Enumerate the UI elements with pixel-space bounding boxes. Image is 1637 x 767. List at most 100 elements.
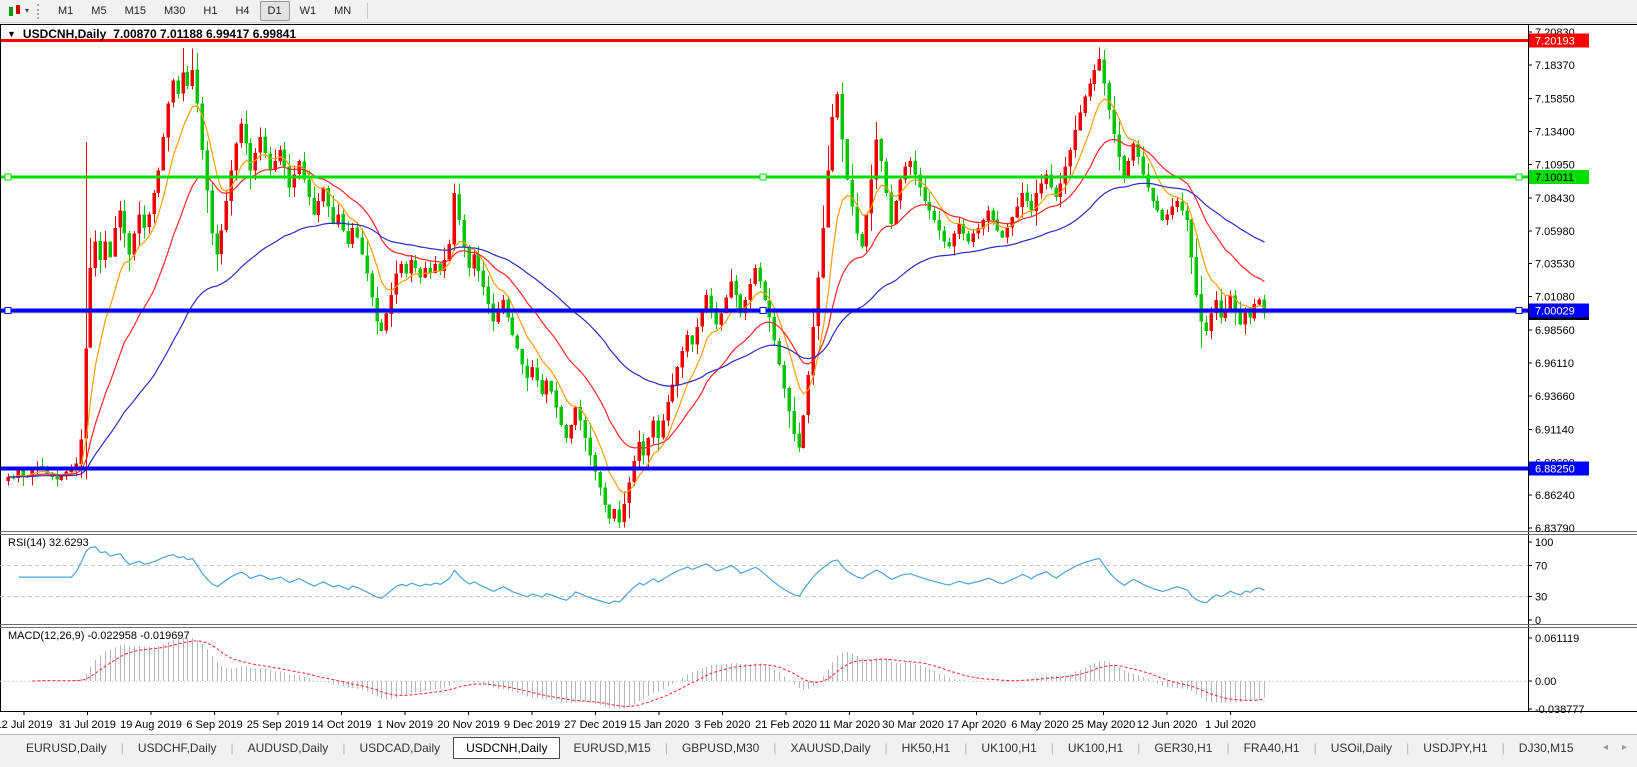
date-axis-label: 12 Jul 2019	[0, 719, 52, 731]
tab-separator: |	[884, 740, 888, 755]
chart-tab-xauusd-daily[interactable]: XAUUSD,Daily	[790, 740, 871, 755]
date-axis-label: 1 Nov 2019	[377, 719, 433, 731]
tab-separator: |	[342, 740, 346, 755]
chart-tab-ger30-h1[interactable]: GER30,H1	[1154, 740, 1213, 755]
price-axis-label: 6.83790	[1535, 523, 1575, 535]
price-badge-label: 7.00029	[1535, 306, 1575, 318]
chart-tab-fra40-h1[interactable]: FRA40,H1	[1243, 740, 1300, 755]
timeframe-button-m5[interactable]: M5	[91, 4, 107, 17]
date-axis-label: 14 Oct 2019	[312, 719, 372, 731]
date-axis-label: 3 Feb 2020	[695, 719, 751, 731]
chart-tab-gbpusd-m30[interactable]: GBPUSD,M30	[681, 740, 760, 755]
tab-separator: |	[1313, 740, 1317, 755]
chart-tab-bar: EURUSD,Daily | USDCHF,Daily | AUDUSD,Daily | U…	[0, 734, 1637, 760]
tab-separator: |	[964, 740, 968, 755]
price-axis-label: 7.10950	[1535, 159, 1575, 171]
tabs-scroll-left-icon[interactable]: ◂	[1602, 742, 1608, 753]
macd-signal-line	[32, 640, 1265, 707]
timeframe-toolbar: ▾ M1 M5 M15 M30 H1 H4 D1 W1 MN	[0, 0, 1637, 23]
hline-handle	[1515, 173, 1523, 181]
macd-histogram	[32, 638, 1265, 709]
tab-separator: |	[773, 740, 777, 755]
date-axis-label: 25 May 2020	[1072, 719, 1136, 731]
chart-symbol-period: USDCNH,Daily	[22, 27, 107, 41]
price-badge	[1529, 303, 1589, 318]
chart-tab-usdchf-daily[interactable]: USDCHF,Daily	[137, 740, 217, 755]
chevron-down-icon: ▾	[25, 6, 30, 15]
chart-type-button[interactable]: ▾	[5, 4, 32, 18]
hline-handle	[759, 307, 767, 315]
chart-tab-usdcad-daily[interactable]: USDCAD,Daily	[359, 740, 441, 755]
date-axis-label: 31 Jul 2019	[59, 719, 116, 731]
chart-tab-eurusd-m15[interactable]: EURUSD,M15	[573, 740, 651, 755]
date-axis-label: 11 Mar 2020	[819, 719, 880, 731]
date-axis-label: 19 Aug 2019	[120, 719, 182, 731]
timeframe-button-h4[interactable]: H4	[235, 4, 250, 17]
price-axis-label: 6.93660	[1535, 391, 1575, 403]
date-axis-label: 9 Dec 2019	[504, 719, 560, 731]
chart-title-bar[interactable]: ▼ USDCNH,Daily 7.00870 7.01188 6.99417 6…	[7, 27, 296, 41]
chart-tab-usoil-daily[interactable]: USOil,Daily	[1330, 740, 1393, 755]
price-badge	[1529, 169, 1589, 184]
price-axis-label: 7.08430	[1535, 193, 1575, 205]
chart-tab-usdcnh-daily[interactable]: USDCNH,Daily	[453, 736, 561, 759]
date-axis-label: 27 Dec 2019	[564, 719, 626, 731]
ma-line-8	[8, 98, 1265, 494]
hline-handle	[759, 173, 767, 181]
chart-tab-uk100-h1[interactable]: UK100,H1	[1067, 740, 1124, 755]
hline-handle	[1515, 307, 1523, 315]
date-axis-label: 21 Feb 2020	[755, 719, 817, 731]
rsi-axis-label: 0	[1535, 615, 1541, 627]
ma-line-55	[8, 182, 1265, 478]
toolbar-grip[interactable]	[37, 3, 42, 19]
date-axis-label: 25 Sep 2019	[247, 719, 309, 731]
chart-tab-eurusd-daily[interactable]: EURUSD,Daily	[26, 740, 107, 755]
candlestick-chart-icon	[8, 4, 22, 18]
macd-axis-label: -0.038777	[1535, 704, 1585, 716]
price-badge-label: 7.20193	[1535, 36, 1575, 48]
tab-separator: |	[1226, 740, 1230, 755]
timeframe-button-m1[interactable]: M1	[58, 4, 74, 17]
tab-separator: |	[1501, 740, 1505, 755]
timeframe-button-mn[interactable]: MN	[334, 4, 352, 17]
chart-tab-usdjpy-h1[interactable]: USDJPY,H1	[1423, 740, 1488, 755]
tabs-scroll-right-icon[interactable]: ▸	[1621, 742, 1627, 753]
date-axis-label: 1 Jul 2020	[1205, 719, 1256, 731]
date-axis-label: 6 May 2020	[1011, 719, 1068, 731]
ma-line-21	[8, 138, 1265, 478]
tab-separator: |	[1406, 740, 1410, 755]
timeframe-button-m15[interactable]: M15	[124, 4, 146, 17]
timeframe-button-h1[interactable]: H1	[203, 4, 218, 17]
date-axis-label: 20 Nov 2019	[437, 719, 499, 731]
tab-separator: |	[1050, 740, 1054, 755]
price-axis-label: 7.05980	[1535, 226, 1575, 238]
date-axis-label: 12 Jun 2020	[1137, 719, 1198, 731]
tab-separator: |	[664, 740, 668, 755]
price-badge-label: 6.88250	[1535, 463, 1575, 475]
toolbar-separator	[367, 3, 369, 19]
hline-handle	[4, 173, 12, 181]
timeframe-button-d1[interactable]: D1	[259, 0, 290, 22]
chart-ohlc-values: 7.00870 7.01188 6.99417 6.99841	[113, 27, 297, 41]
chart-tab-dj30-m15[interactable]: DJ30,M15	[1518, 740, 1574, 755]
date-axis-label: 6 Sep 2019	[186, 719, 242, 731]
price-axis-label: 7.18370	[1535, 60, 1575, 72]
price-axis-label: 7.01080	[1535, 291, 1575, 303]
date-axis-label: 30 Mar 2020	[882, 719, 944, 731]
chart-tab-uk100-h1[interactable]: UK100,H1	[981, 740, 1037, 755]
chart-tab-audusd-daily[interactable]: AUDUSD,Daily	[247, 740, 329, 755]
chart-menu-caret-icon: ▼	[7, 29, 16, 39]
price-badge	[1529, 461, 1589, 476]
price-badge	[1529, 33, 1589, 48]
timeframe-button-w1[interactable]: W1	[299, 4, 317, 17]
rsi-indicator-label: RSI(14) 32.6293	[8, 537, 89, 549]
price-axis-label: 6.91140	[1535, 425, 1574, 437]
chart-tab-hk50-h1[interactable]: HK50,H1	[901, 740, 951, 755]
rsi-axis-label: 100	[1535, 537, 1553, 549]
rsi-axis-label: 30	[1535, 592, 1547, 604]
macd-axis-label: 0.00	[1535, 676, 1556, 688]
timeframe-button-m30[interactable]: M30	[163, 4, 186, 17]
macd-indicator-label: MACD(12,26,9) -0.022958 -0.019697	[8, 630, 190, 642]
